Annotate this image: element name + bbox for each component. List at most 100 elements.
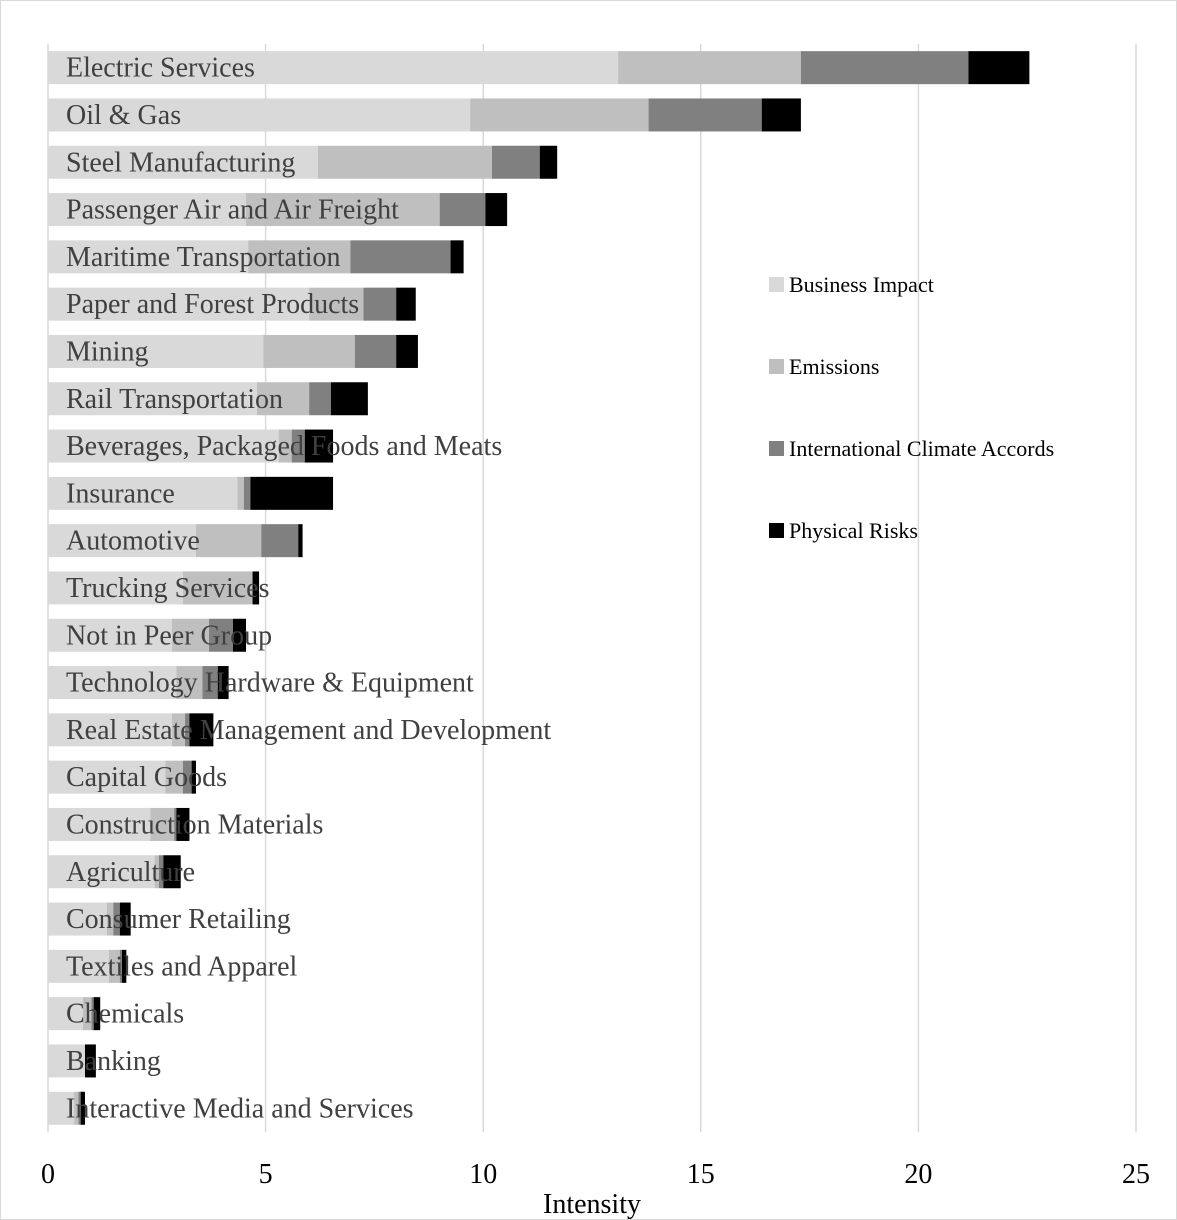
bar-segment-international-climate-accords: [182, 760, 192, 794]
bar-segment-emissions: [263, 334, 355, 368]
x-tick-label: 20: [904, 1159, 932, 1190]
legend-label-physical-risks: Physical Risks: [789, 518, 918, 543]
x-tick-label: 15: [687, 1159, 715, 1190]
bar-segment-physical-risks: [330, 382, 368, 416]
bar-segment-international-climate-accords: [243, 476, 251, 510]
bar-segment-business-impact: [48, 997, 83, 1031]
bar-segment-international-climate-accords: [113, 902, 120, 936]
bar-segment-international-climate-accords: [202, 666, 218, 700]
bar-segment-emissions: [106, 902, 114, 936]
bar-segment-physical-risks: [80, 1091, 85, 1125]
x-tick-label: 0: [41, 1159, 55, 1190]
category-label: Banking: [66, 1046, 161, 1077]
bar-segment-emissions: [317, 145, 492, 179]
bar-segment-emissions: [618, 51, 801, 85]
bar-segment-business-impact: [48, 51, 619, 85]
bar-segment-business-impact: [48, 855, 155, 889]
bar-segment-physical-risks: [121, 949, 127, 983]
bar-segment-international-climate-accords: [78, 1091, 81, 1125]
bar-segment-business-impact: [48, 524, 196, 558]
bar-segment-emissions: [246, 193, 440, 227]
category-label: Maritime Transportation: [66, 242, 341, 273]
category-label: Oil & Gas: [66, 100, 181, 131]
bar-segment-physical-risks: [189, 713, 214, 747]
legend-label-business-impact: Business Impact: [789, 272, 934, 297]
bar-segment-international-climate-accords: [261, 524, 299, 558]
bar-segment-emissions: [237, 476, 244, 510]
category-label: Agriculture: [66, 857, 195, 888]
bar-segment-physical-risks: [304, 429, 334, 463]
bar-segment-international-climate-accords: [363, 287, 397, 321]
bar-segment-business-impact: [48, 1091, 75, 1125]
bar-segment-business-impact: [48, 287, 310, 321]
bar-segment-international-climate-accords: [174, 807, 177, 841]
bar-segment-business-impact: [48, 429, 279, 463]
bar-segment-business-impact: [48, 145, 318, 179]
category-label: Interactive Media and Services: [66, 1093, 414, 1124]
bar-segment-physical-risks: [191, 760, 196, 794]
category-label: Capital Goods: [66, 762, 227, 793]
bar-segment-international-climate-accords: [158, 855, 164, 889]
x-tick-label: 25: [1122, 1159, 1150, 1190]
bar-segment-physical-risks: [396, 334, 418, 368]
bar-segment-physical-risks: [539, 145, 558, 179]
bar-segment-physical-risks: [176, 807, 190, 841]
bar-segment-emissions: [150, 807, 175, 841]
category-label: Passenger Air and Air Freight: [66, 195, 399, 226]
bar-segment-international-climate-accords: [648, 98, 762, 132]
bar-segment-international-climate-accords: [209, 618, 233, 652]
bar-segment-physical-risks: [761, 98, 801, 132]
bar-segment-physical-risks: [298, 524, 303, 558]
bar-segment-business-impact: [48, 382, 257, 416]
category-label: Insurance: [66, 478, 175, 509]
category-label: Steel Manufacturing: [66, 147, 295, 178]
bar-segment-business-impact: [48, 618, 173, 652]
legend-swatch-emissions: [769, 359, 784, 374]
bar-segment-physical-risks: [252, 571, 260, 605]
bar-segment-emissions: [108, 949, 120, 983]
category-labels: Electric Services Oil & Gas Steel Manufact…: [66, 53, 551, 1125]
legend-swatch-physical-risks: [769, 523, 784, 538]
category-label: Technology Hardware & Equipment: [66, 668, 474, 699]
category-label: Textiles and Apparel: [66, 951, 298, 982]
category-label: Paper and Forest Products: [66, 289, 359, 320]
category-label: Electric Services: [66, 53, 255, 84]
bar-segment-emissions: [182, 571, 253, 605]
x-tick-labels: 0 5 10 15 20 25: [41, 1159, 1150, 1190]
bar-segment-emissions: [165, 760, 183, 794]
category-label: Consumer Retailing: [66, 904, 291, 935]
bar-segment-international-climate-accords: [800, 51, 969, 85]
bar-segment-business-impact: [48, 807, 151, 841]
bar-segment-business-impact: [48, 98, 471, 132]
bar-segment-emissions: [248, 240, 351, 274]
category-label: Trucking Services: [66, 573, 270, 604]
bar-segment-emissions: [309, 287, 364, 321]
category-label: Chemicals: [66, 999, 184, 1030]
bar-segment-physical-risks: [93, 997, 101, 1031]
category-label: Rail Transportation: [66, 384, 283, 415]
category-label: Construction Materials: [66, 809, 323, 840]
bar-segment-physical-risks: [250, 476, 334, 510]
bar-segment-emissions: [172, 713, 186, 747]
bar-segment-emissions: [82, 997, 92, 1031]
bar-segment-physical-risks: [232, 618, 247, 652]
bar-segment-international-climate-accords: [119, 949, 122, 983]
bar-segment-international-climate-accords: [491, 145, 540, 179]
bar-segment-business-impact: [48, 666, 177, 700]
legend-label-international-climate-accords: International Climate Accords: [789, 436, 1054, 461]
bar-segment-international-climate-accords: [350, 240, 451, 274]
bar-segment-business-impact: [48, 476, 238, 510]
bar-segment-physical-risks: [217, 666, 229, 700]
legend-swatch-business-impact: [769, 277, 784, 292]
category-label: Not in Peer Group: [66, 620, 272, 651]
bar-segment-business-impact: [48, 571, 183, 605]
bar-segment-international-climate-accords: [439, 193, 486, 227]
bar-segment-business-impact: [48, 949, 109, 983]
bar-segment-emissions: [74, 1091, 79, 1125]
bar-segment-international-climate-accords: [291, 429, 305, 463]
bar-segment-physical-risks: [450, 240, 464, 274]
category-label: Automotive: [66, 526, 200, 557]
x-tick-label: 10: [469, 1159, 497, 1190]
bar-segment-physical-risks: [396, 287, 416, 321]
